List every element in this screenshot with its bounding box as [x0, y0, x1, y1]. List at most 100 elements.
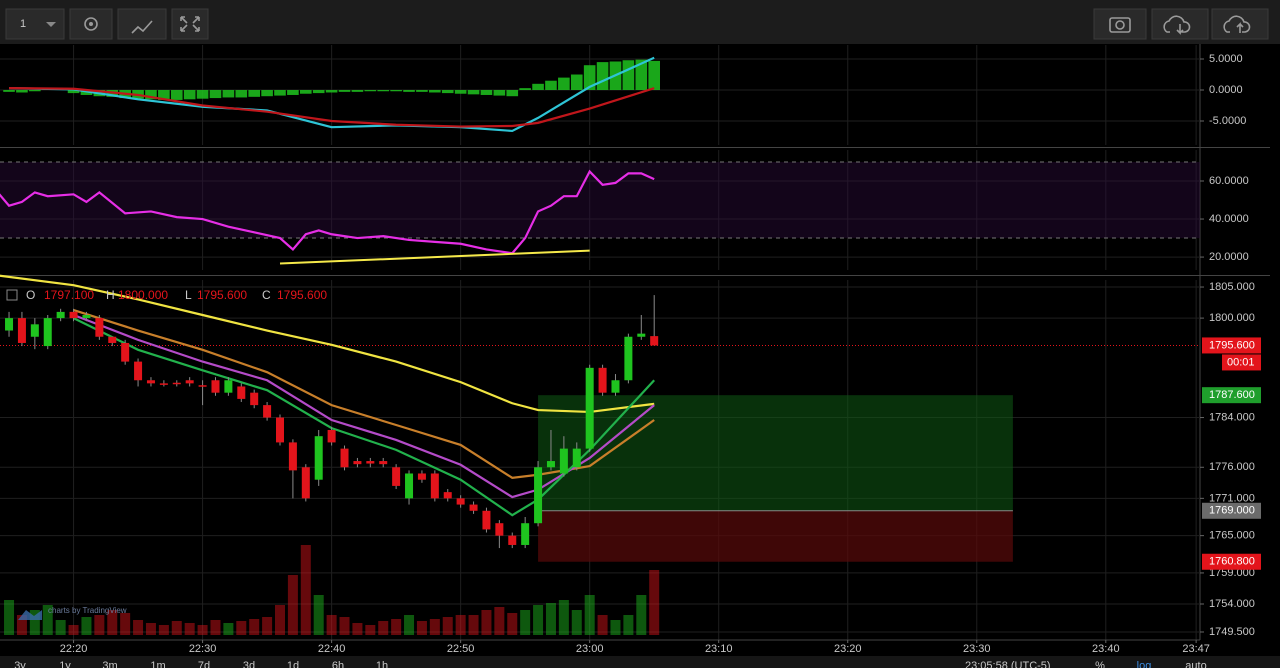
price-tag [1202, 502, 1261, 519]
indicator-line [9, 87, 655, 128]
volume-bar [533, 605, 544, 635]
histogram-bar [338, 90, 351, 92]
volume-bar [571, 610, 582, 635]
volume-bar [365, 625, 376, 635]
camera-icon [1109, 17, 1131, 33]
x-tick-label: 23:10 [705, 643, 733, 655]
indicators-button[interactable] [117, 8, 167, 40]
histogram-bar [80, 90, 93, 95]
histogram-bar [261, 90, 273, 97]
fullscreen-button[interactable] [171, 8, 209, 40]
candle-body [379, 461, 388, 465]
histogram-bar [3, 90, 15, 92]
candle-body [469, 504, 478, 511]
volume-bar [442, 617, 453, 635]
percent-toggle[interactable]: % [1095, 660, 1105, 668]
watermark-logo [18, 610, 42, 620]
candle-body [276, 417, 284, 443]
candle-body [495, 523, 504, 536]
volume-bar [545, 603, 556, 635]
volume-bar [184, 623, 195, 635]
y-tick-label: 1800.000 [1209, 312, 1255, 324]
y-tick-label: -5.0000 [1209, 115, 1246, 127]
volume-bar [236, 621, 247, 635]
volume-bar [55, 620, 66, 635]
histogram-bar [532, 83, 544, 91]
volume-bar [275, 605, 285, 635]
auto-toggle[interactable]: auto [1185, 660, 1206, 668]
candle-body [417, 473, 426, 480]
rsi-band [0, 161, 1200, 239]
y-tick-label: 1765.000 [1209, 530, 1255, 542]
legend-icon [6, 289, 18, 301]
histogram-bar [596, 62, 609, 91]
range-button[interactable]: 6h [332, 660, 344, 668]
price-tag-label: 1787.600 [1209, 389, 1255, 401]
histogram-bar [635, 59, 648, 91]
volume-bar [29, 610, 40, 635]
log-toggle[interactable]: log [1137, 660, 1152, 668]
histogram-bar [558, 77, 570, 91]
histogram-bar [145, 90, 157, 100]
interval-value: 1 [20, 18, 26, 30]
candle-body [134, 361, 143, 381]
price-tag-label: 1760.800 [1209, 556, 1255, 568]
range-button[interactable]: 1m [150, 660, 165, 668]
candle-body [237, 386, 246, 399]
price-tag [1202, 553, 1261, 570]
snapshot-button[interactable] [1093, 8, 1147, 40]
indicator-line [0, 274, 655, 414]
histogram-bar [583, 65, 596, 91]
toolbar: 1 [0, 0, 1280, 44]
histogram-bar [416, 90, 428, 92]
candle-body [405, 473, 414, 499]
gear-center [89, 22, 93, 26]
range-button[interactable]: 3d [243, 660, 255, 668]
volume-bar [197, 625, 208, 635]
candle-body [327, 429, 336, 443]
candle-body [572, 448, 581, 468]
candle-body [546, 461, 555, 468]
x-tick-label: 22:40 [318, 643, 346, 655]
histogram-bar [312, 90, 325, 94]
cloud-upload-icon [1223, 15, 1251, 33]
histogram-bar [648, 60, 660, 91]
legend-h-label: H [106, 288, 115, 302]
candle-body [430, 473, 439, 499]
x-tick-label: 22:30 [189, 643, 217, 655]
interval-dropdown[interactable] [5, 8, 65, 40]
candle-body [288, 442, 297, 471]
range-button[interactable]: 3y [14, 660, 26, 668]
y-tick-label: 20.0000 [1209, 251, 1249, 263]
range-button[interactable]: 7d [198, 660, 210, 668]
volume-bar [584, 595, 595, 635]
candle-body [185, 380, 194, 384]
histogram-bar [248, 90, 260, 97]
camera-lens [1115, 20, 1125, 30]
candle-body [172, 382, 181, 385]
y-tick-label: 1754.000 [1209, 598, 1255, 610]
range-button[interactable]: 1d [287, 660, 299, 668]
footer-bg [0, 656, 1280, 668]
y-tick-label: 1805.000 [1209, 281, 1255, 293]
candle-body [82, 314, 91, 319]
position-target-zone [538, 395, 1013, 511]
y-tick-label: 1784.000 [1209, 411, 1255, 423]
range-button[interactable]: 3m [102, 660, 117, 668]
candle-body [559, 448, 568, 474]
histogram-bar [158, 90, 170, 100]
range-button[interactable]: 1h [376, 660, 388, 668]
histogram-bar [67, 90, 80, 94]
volume-bar [68, 625, 79, 635]
x-tick-label: 23:00 [576, 643, 604, 655]
volume-bar [223, 623, 234, 635]
candle-body [56, 311, 65, 319]
candle-body [508, 535, 517, 545]
legend-c-label: C [262, 288, 271, 302]
histogram-bar [480, 90, 493, 95]
range-button[interactable]: 1y [59, 660, 71, 668]
candle-body [198, 385, 207, 387]
price-tag [1202, 337, 1261, 354]
gear-icon [84, 17, 98, 31]
indicator-line [73, 317, 656, 517]
